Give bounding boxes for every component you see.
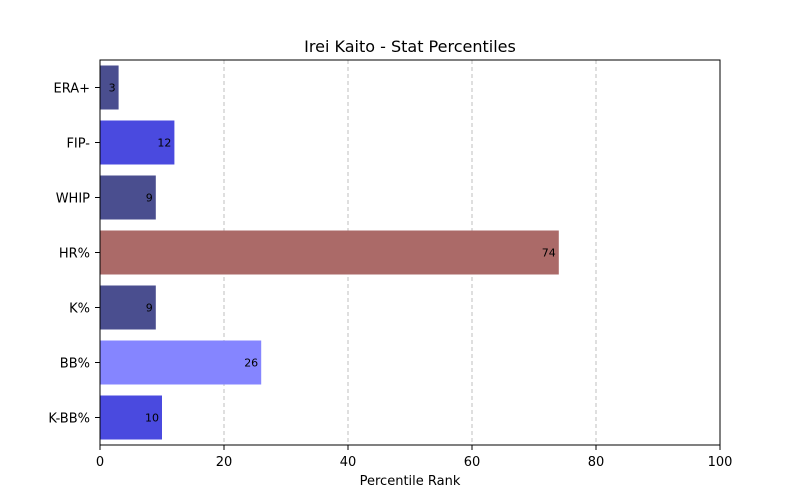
bars: [100, 65, 559, 440]
bar-value-label: 9: [146, 302, 153, 315]
y-axis: ERA+ FIP- WHIP HR% K% BB% K-BB%: [48, 82, 100, 427]
y-tick-label: BB%: [60, 357, 90, 372]
y-tick-label: ERA+: [53, 82, 90, 97]
x-axis-label: Percentile Rank: [360, 474, 461, 489]
y-tick-label: HR%: [59, 247, 90, 262]
bar: [100, 395, 162, 440]
bar: [100, 175, 156, 220]
bar-value-label: 3: [109, 82, 116, 95]
x-axis: 0 20 40 60 80 100: [96, 445, 733, 470]
y-tick-label: K-BB%: [48, 412, 90, 427]
bar: [100, 120, 175, 165]
x-tick-label: 40: [340, 455, 357, 470]
bar: [100, 340, 262, 385]
y-tick-label: WHIP: [56, 192, 90, 207]
bar-value-label: 10: [145, 412, 159, 425]
bar-value-label: 9: [146, 192, 153, 205]
bar-value-labels: 3 12 9 74 9 26 10: [109, 82, 556, 425]
bar: [100, 230, 559, 275]
x-tick-label: 60: [464, 455, 481, 470]
chart-title: Irei Kaito - Stat Percentiles: [304, 37, 516, 56]
bar: [100, 285, 156, 330]
y-tick-label: FIP-: [66, 137, 90, 152]
y-tick-label: K%: [69, 302, 90, 317]
x-tick-label: 100: [708, 455, 733, 470]
bar-value-label: 74: [542, 247, 556, 260]
bar-value-label: 26: [244, 357, 258, 370]
x-tick-label: 0: [96, 455, 104, 470]
bar-value-label: 12: [157, 137, 171, 150]
x-tick-label: 20: [216, 455, 233, 470]
bar: [100, 65, 119, 110]
x-tick-label: 80: [588, 455, 605, 470]
